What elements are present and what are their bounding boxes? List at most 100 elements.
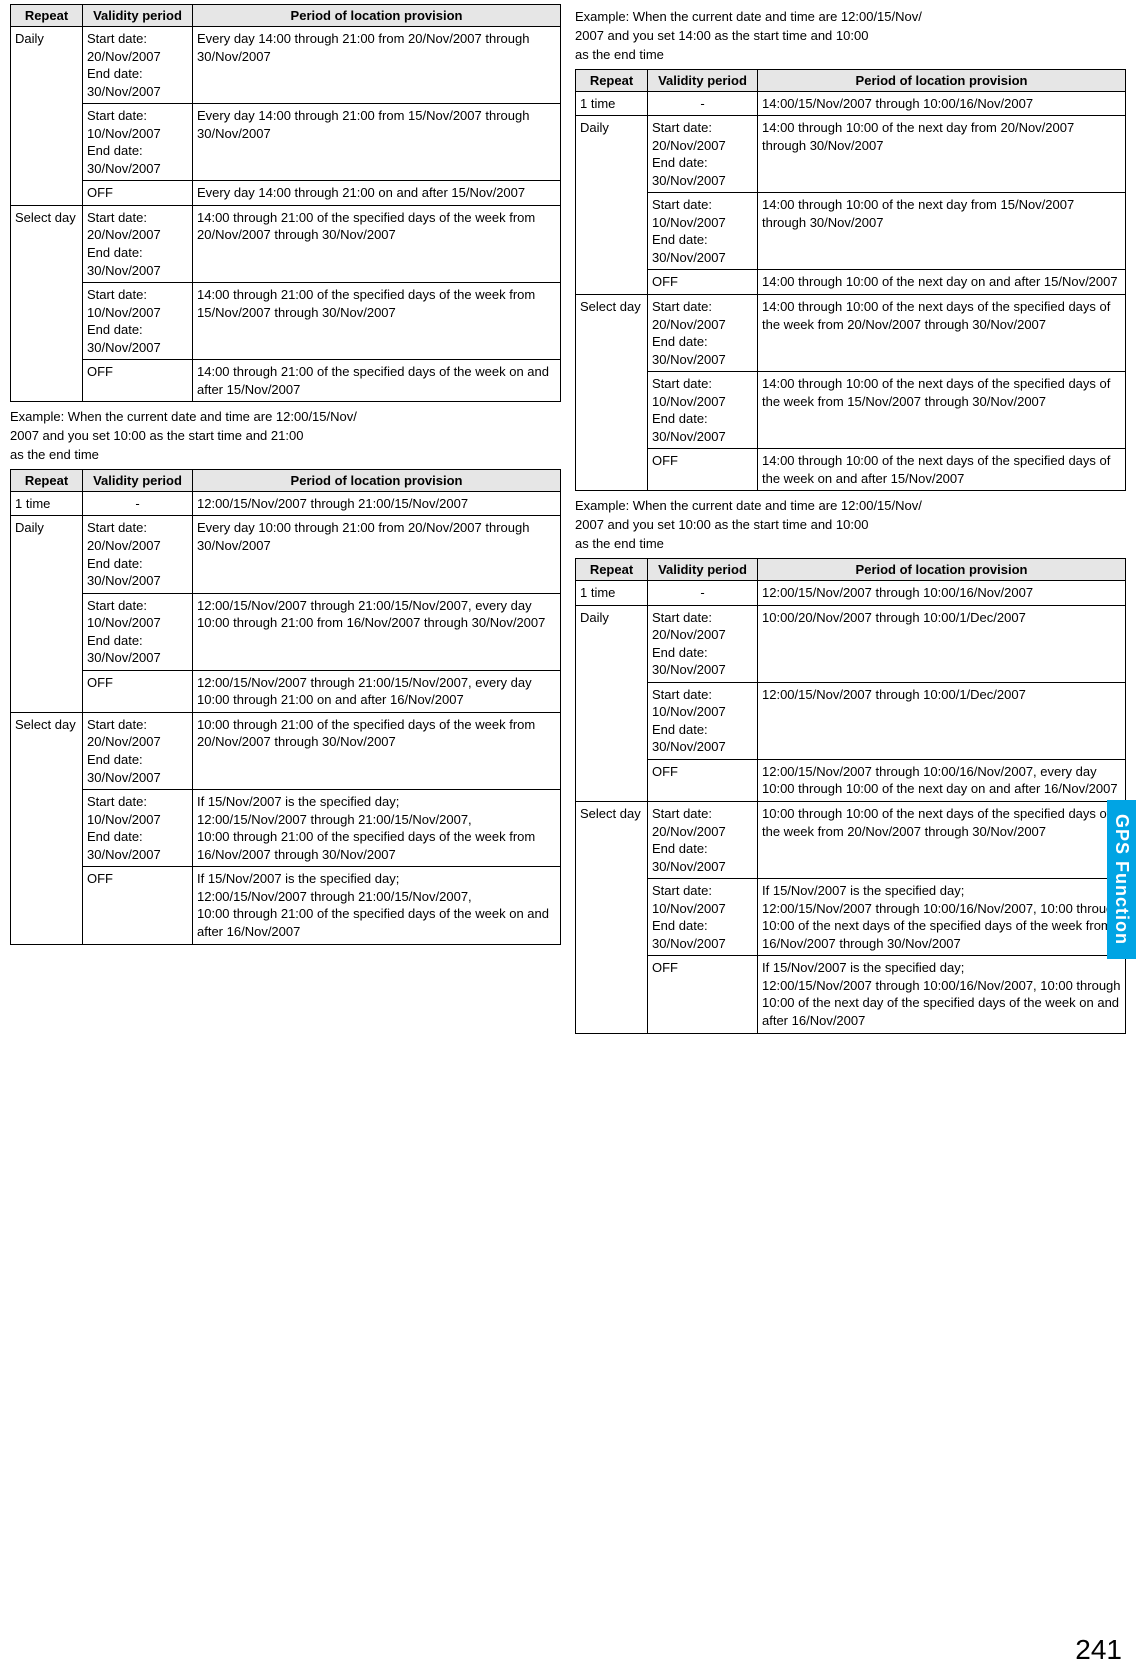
- cell-period: If 15/Nov/2007 is the specified day;12:0…: [758, 956, 1126, 1033]
- cell-validity: Start date: 10/Nov/2007End date: 30/Nov/…: [83, 593, 193, 670]
- th-period: Period of location provision: [193, 469, 561, 491]
- cell-validity: -: [83, 491, 193, 516]
- cell-repeat: Select day: [11, 712, 83, 944]
- table-row: OFF12:00/15/Nov/2007 through 21:00/15/No…: [11, 670, 561, 712]
- table-row: OFFIf 15/Nov/2007 is the specified day;1…: [576, 956, 1126, 1033]
- cell-validity: Start date: 20/Nov/2007End date: 30/Nov/…: [83, 516, 193, 593]
- cell-period: 10:00 through 10:00 of the next days of …: [758, 802, 1126, 879]
- cell-validity: Start date: 20/Nov/2007End date: 30/Nov/…: [648, 295, 758, 372]
- cell-period: 10:00/20/Nov/2007 through 10:00/1/Dec/20…: [758, 605, 1126, 682]
- left-column: Repeat Validity period Period of locatio…: [10, 4, 561, 1040]
- cell-validity: Start date: 10/Nov/2007End date: 30/Nov/…: [648, 879, 758, 956]
- table-row: DailyStart date: 20/Nov/2007End date: 30…: [576, 605, 1126, 682]
- table-3: Repeat Validity period Period of locatio…: [575, 69, 1126, 492]
- cell-period: 14:00 through 10:00 of the next days of …: [758, 449, 1126, 491]
- table-row: Start date: 10/Nov/2007End date: 30/Nov/…: [11, 104, 561, 181]
- cell-validity: OFF: [83, 181, 193, 206]
- cell-period: Every day 14:00 through 21:00 from 20/No…: [193, 27, 561, 104]
- example-2: Example: When the current date and time …: [10, 408, 561, 465]
- table-row: OFF14:00 through 10:00 of the next day o…: [576, 270, 1126, 295]
- table-row: Select dayStart date: 20/Nov/2007End dat…: [576, 802, 1126, 879]
- cell-validity: Start date: 20/Nov/2007End date: 30/Nov/…: [83, 27, 193, 104]
- table-row: Select dayStart date: 20/Nov/2007End dat…: [576, 295, 1126, 372]
- table-row: OFFIf 15/Nov/2007 is the specified day;1…: [11, 867, 561, 944]
- page-number: 241: [1075, 1634, 1122, 1666]
- cell-repeat: Select day: [11, 205, 83, 401]
- cell-period: If 15/Nov/2007 is the specified day;12:0…: [758, 879, 1126, 956]
- cell-period: 12:00/15/Nov/2007 through 21:00/15/Nov/2…: [193, 670, 561, 712]
- cell-repeat: Daily: [576, 605, 648, 801]
- cell-validity: OFF: [648, 759, 758, 801]
- table-row: Start date: 10/Nov/2007End date: 30/Nov/…: [576, 879, 1126, 956]
- cell-period: 12:00/15/Nov/2007 through 10:00/1/Dec/20…: [758, 682, 1126, 759]
- cell-repeat: Select day: [576, 802, 648, 1034]
- table-row: Start date: 10/Nov/2007End date: 30/Nov/…: [11, 593, 561, 670]
- th-repeat: Repeat: [576, 69, 648, 91]
- table-4: Repeat Validity period Period of locatio…: [575, 558, 1126, 1034]
- table-row: OFF12:00/15/Nov/2007 through 10:00/16/No…: [576, 759, 1126, 801]
- cell-period: 14:00 through 21:00 of the specified day…: [193, 283, 561, 360]
- th-repeat: Repeat: [576, 559, 648, 581]
- cell-repeat: Daily: [576, 116, 648, 295]
- cell-period: If 15/Nov/2007 is the specified day;12:0…: [193, 867, 561, 944]
- cell-period: 10:00 through 21:00 of the specified day…: [193, 712, 561, 789]
- cell-period: 14:00/15/Nov/2007 through 10:00/16/Nov/2…: [758, 91, 1126, 116]
- cell-period: 12:00/15/Nov/2007 through 10:00/16/Nov/2…: [758, 581, 1126, 606]
- cell-validity: OFF: [83, 360, 193, 402]
- cell-validity: OFF: [648, 956, 758, 1033]
- cell-repeat: Daily: [11, 516, 83, 712]
- table-2: Repeat Validity period Period of locatio…: [10, 469, 561, 945]
- th-validity: Validity period: [83, 469, 193, 491]
- example-4: Example: When the current date and time …: [575, 497, 1126, 554]
- cell-validity: Start date: 10/Nov/2007End date: 30/Nov/…: [83, 104, 193, 181]
- table-row: Start date: 10/Nov/2007End date: 30/Nov/…: [576, 682, 1126, 759]
- cell-period: 12:00/15/Nov/2007 through 21:00/15/Nov/2…: [193, 593, 561, 670]
- cell-repeat: 1 time: [576, 91, 648, 116]
- cell-period: 14:00 through 10:00 of the next day on a…: [758, 270, 1126, 295]
- cell-validity: -: [648, 91, 758, 116]
- cell-period: 14:00 through 10:00 of the next days of …: [758, 295, 1126, 372]
- table-row: Select dayStart date: 20/Nov/2007End dat…: [11, 712, 561, 789]
- table-row: Start date: 10/Nov/2007End date: 30/Nov/…: [11, 790, 561, 867]
- cell-validity: Start date: 10/Nov/2007End date: 30/Nov/…: [83, 790, 193, 867]
- cell-validity: Start date: 20/Nov/2007End date: 30/Nov/…: [83, 205, 193, 282]
- cell-validity: Start date: 10/Nov/2007End date: 30/Nov/…: [648, 193, 758, 270]
- th-period: Period of location provision: [193, 5, 561, 27]
- table-row: 1 time-14:00/15/Nov/2007 through 10:00/1…: [576, 91, 1126, 116]
- cell-period: Every day 14:00 through 21:00 on and aft…: [193, 181, 561, 206]
- cell-repeat: Select day: [576, 295, 648, 491]
- cell-validity: Start date: 20/Nov/2007End date: 30/Nov/…: [648, 116, 758, 193]
- table-row: DailyStart date: 20/Nov/2007End date: 30…: [576, 116, 1126, 193]
- th-period: Period of location provision: [758, 69, 1126, 91]
- cell-period: 12:00/15/Nov/2007 through 21:00/15/Nov/2…: [193, 491, 561, 516]
- table-1: Repeat Validity period Period of locatio…: [10, 4, 561, 402]
- table-row: Start date: 10/Nov/2007End date: 30/Nov/…: [576, 372, 1126, 449]
- th-period: Period of location provision: [758, 559, 1126, 581]
- th-repeat: Repeat: [11, 5, 83, 27]
- cell-validity: Start date: 20/Nov/2007End date: 30/Nov/…: [648, 802, 758, 879]
- cell-period: Every day 14:00 through 21:00 from 15/No…: [193, 104, 561, 181]
- cell-validity: Start date: 10/Nov/2007End date: 30/Nov/…: [648, 372, 758, 449]
- cell-repeat: Daily: [11, 27, 83, 206]
- table-row: OFF14:00 through 10:00 of the next days …: [576, 449, 1126, 491]
- cell-period: Every day 10:00 through 21:00 from 20/No…: [193, 516, 561, 593]
- table-row: 1 time-12:00/15/Nov/2007 through 10:00/1…: [576, 581, 1126, 606]
- th-validity: Validity period: [648, 69, 758, 91]
- cell-validity: OFF: [648, 449, 758, 491]
- th-validity: Validity period: [83, 5, 193, 27]
- cell-period: 14:00 through 10:00 of the next days of …: [758, 372, 1126, 449]
- th-repeat: Repeat: [11, 469, 83, 491]
- table-row: 1 time-12:00/15/Nov/2007 through 21:00/1…: [11, 491, 561, 516]
- example-3: Example: When the current date and time …: [575, 8, 1126, 65]
- cell-validity: -: [648, 581, 758, 606]
- cell-period: 14:00 through 10:00 of the next day from…: [758, 116, 1126, 193]
- table-row: OFFEvery day 14:00 through 21:00 on and …: [11, 181, 561, 206]
- cell-period: 12:00/15/Nov/2007 through 10:00/16/Nov/2…: [758, 759, 1126, 801]
- table-row: DailyStart date: 20/Nov/2007End date: 30…: [11, 27, 561, 104]
- table-row: Start date: 10/Nov/2007End date: 30/Nov/…: [11, 283, 561, 360]
- table-row: Start date: 10/Nov/2007End date: 30/Nov/…: [576, 193, 1126, 270]
- table-row: OFF14:00 through 21:00 of the specified …: [11, 360, 561, 402]
- right-column: Example: When the current date and time …: [575, 4, 1126, 1040]
- cell-repeat: 1 time: [576, 581, 648, 606]
- page-columns: Repeat Validity period Period of locatio…: [0, 0, 1136, 1044]
